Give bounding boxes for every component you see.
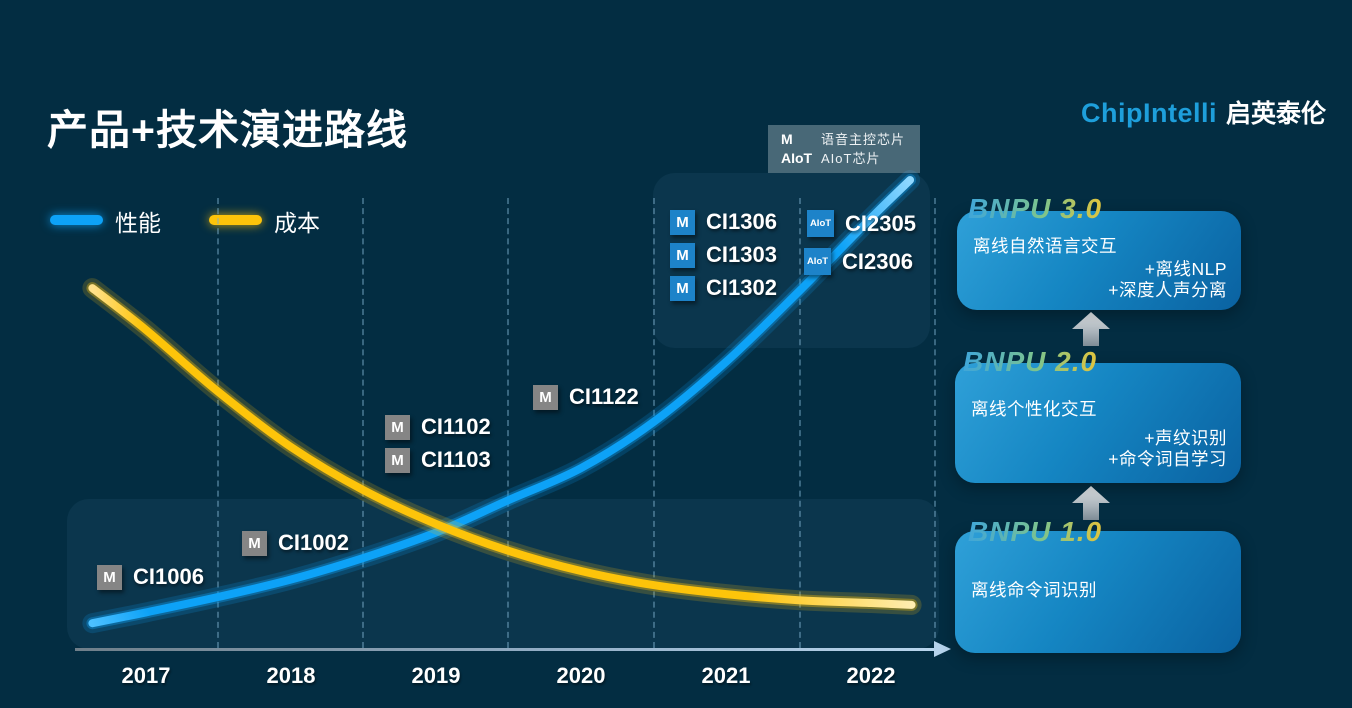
x-axis-tick-label: 2017 xyxy=(121,663,171,688)
bnpu2-main-text: 离线个性化交互 xyxy=(971,399,1097,419)
x-axis-tick-label: 2018 xyxy=(266,663,316,688)
x-axis-arrow-icon xyxy=(934,641,951,657)
chip-marker-ci2306: AIoT CI2306 xyxy=(804,248,913,275)
bnpu-feature-line: +深度人声分离 xyxy=(1108,280,1227,300)
bnpu1-box: 离线命令词识别 xyxy=(955,531,1241,653)
vertical-gridline xyxy=(934,198,936,648)
chip-group-panel-bottom xyxy=(67,499,939,649)
chip-label: CI1102 xyxy=(421,414,491,439)
performance-curve xyxy=(88,176,915,628)
aiot-badge-icon: AIoT xyxy=(807,210,834,237)
bnpu-feature-line: +离线NLP xyxy=(1144,259,1227,279)
vertical-gridline xyxy=(217,198,219,648)
m-badge-icon: M xyxy=(670,209,695,235)
chip-label: CI1103 xyxy=(421,447,491,472)
chip-marker-ci1122: M CI1122 xyxy=(533,384,639,410)
m-badge-desc: 语音主控芯片 xyxy=(821,132,906,147)
bnpu2-box: 离线个性化交互 +声纹识别 +命令词自学习 xyxy=(955,363,1241,483)
chip-type-legend: M 语音主控芯片 AIoT AIoT芯片 xyxy=(768,125,920,173)
bnpu3-main-text: 离线自然语言交互 xyxy=(973,236,1117,256)
m-badge-icon: M xyxy=(385,414,410,440)
m-badge-icon: M xyxy=(242,530,267,556)
logo-brand: ChipIntelli xyxy=(1080,98,1217,128)
bnpu3-box: 离线自然语言交互 +离线NLP +深度人声分离 xyxy=(957,211,1241,310)
aiot-badge-icon: AIoT xyxy=(804,248,831,275)
chip-label: CI1306 xyxy=(706,209,777,234)
bnpu-feature-line: +命令词自学习 xyxy=(1108,449,1227,469)
vertical-gridline xyxy=(362,198,364,648)
m-badge-icon: M xyxy=(670,242,695,268)
logo: ChipIntelli 启英泰伦 xyxy=(1081,94,1326,130)
bnpu3-title: BNPU 3.0 xyxy=(968,193,1103,224)
cost-curve xyxy=(82,278,922,615)
chip-type-legend-row-aiot: AIoT AIoT芯片 xyxy=(781,149,920,168)
bnpu1-main-text: 离线命令词识别 xyxy=(971,580,1097,600)
chip-marker-ci2305: AIoT CI2305 xyxy=(807,210,916,237)
chip-marker-ci1102: M CI1102 xyxy=(385,414,491,440)
chip-marker-ci1002: M CI1002 xyxy=(242,530,349,556)
x-axis-tick-label: 2022 xyxy=(846,663,896,688)
performance-legend-label: 性能 xyxy=(115,210,161,236)
m-badge-icon: M xyxy=(533,384,558,410)
bnpu2-title: BNPU 2.0 xyxy=(963,346,1098,377)
cost-legend-line-icon xyxy=(209,215,262,225)
cost-curve xyxy=(88,284,916,609)
x-axis-tick-label: 2019 xyxy=(411,663,461,688)
chip-label: CI1006 xyxy=(133,564,204,589)
logo-company: 启英泰伦 xyxy=(1225,100,1326,128)
chip-label: CI1302 xyxy=(706,275,777,300)
chip-label: CI2306 xyxy=(842,248,913,274)
chip-label: CI2305 xyxy=(845,210,916,236)
m-badge-icon: M xyxy=(385,447,410,473)
cost-legend-label: 成本 xyxy=(274,210,320,236)
up-arrow-icon xyxy=(1072,486,1110,520)
chip-label: CI1122 xyxy=(569,384,639,409)
m-badge-icon: M xyxy=(670,275,695,301)
aiot-badge-key: AIoT xyxy=(781,150,813,166)
m-badge-icon: M xyxy=(97,564,122,590)
vertical-gridline xyxy=(507,198,509,648)
chip-marker-ci1306: M CI1306 xyxy=(670,209,777,235)
up-arrow-icon xyxy=(1072,312,1110,346)
chip-marker-ci1302: M CI1302 xyxy=(670,275,777,301)
bnpu2-features: +声纹识别 +命令词自学习 xyxy=(1108,428,1227,470)
chip-type-legend-row-m: M 语音主控芯片 xyxy=(781,130,920,149)
x-axis-line xyxy=(75,648,936,651)
bnpu-feature-line: +声纹识别 xyxy=(1144,428,1227,448)
bnpu1-title: BNPU 1.0 xyxy=(968,516,1103,547)
chip-label: CI1303 xyxy=(706,242,777,267)
x-axis-tick-label: 2021 xyxy=(701,663,751,688)
bnpu3-features: +离线NLP +深度人声分离 xyxy=(1108,259,1227,301)
chip-label: CI1002 xyxy=(278,530,349,555)
chip-marker-ci1006: M CI1006 xyxy=(97,564,204,590)
aiot-badge-desc: AIoT芯片 xyxy=(821,151,881,166)
performance-legend-line-icon xyxy=(50,215,103,225)
chip-marker-ci1303: M CI1303 xyxy=(670,242,777,268)
vertical-gridline xyxy=(799,198,801,648)
chip-marker-ci1103: M CI1103 xyxy=(385,447,491,473)
m-badge-key: M xyxy=(781,131,793,147)
x-axis-tick-label: 2020 xyxy=(556,663,606,688)
page-title: 产品+技术演进路线 xyxy=(47,107,408,153)
